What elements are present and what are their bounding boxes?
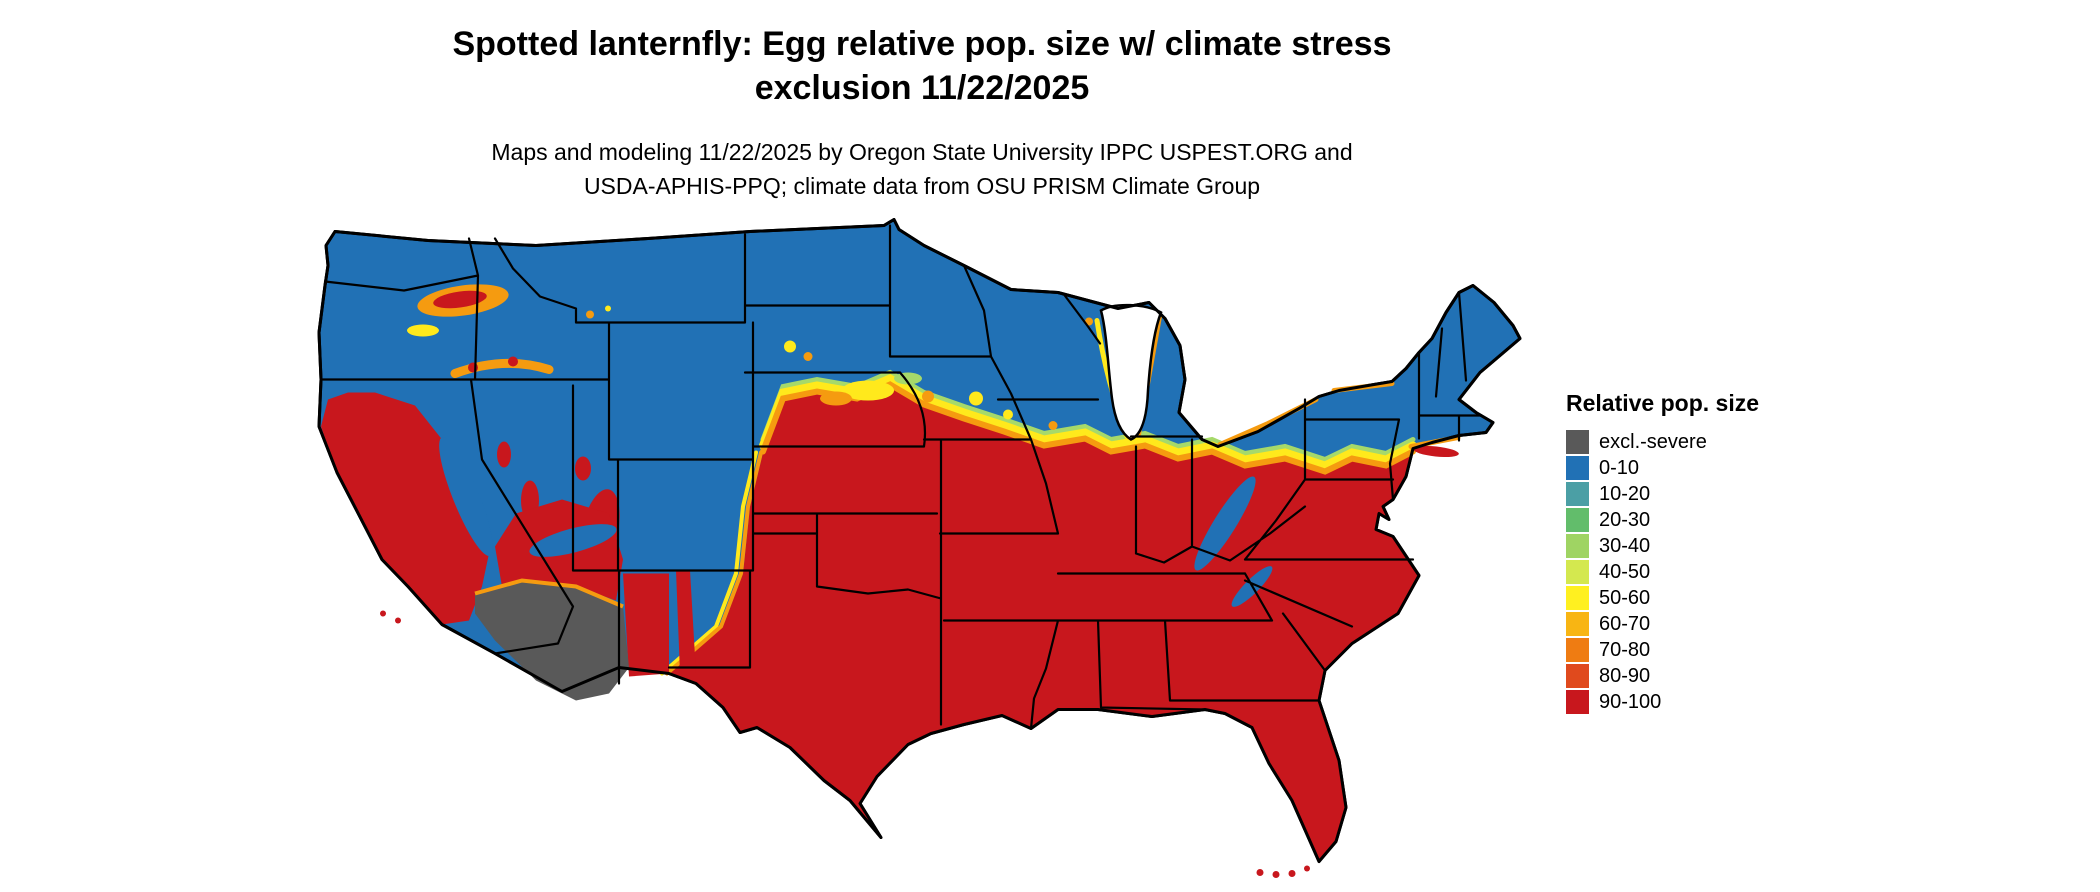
subtitle-line-2: USDA-APHIS-PPQ; climate data from OSU PR… [583,172,1261,199]
legend-item: 80-90 [1566,663,1759,689]
legend-item: 20-30 [1566,507,1759,533]
subtitle-line-1: Maps and modeling 11/22/2025 by Oregon S… [491,139,1353,166]
patch-nevada-2 [497,441,511,468]
legend-item-label: 10-20 [1599,482,1651,505]
band-spot-washington [407,324,439,337]
legend-item-label: 90-100 [1599,690,1662,713]
patch-columbia-basin-core [433,290,487,309]
legend-item: 70-80 [1566,637,1759,663]
legend-item-label: excl.-severe [1599,430,1707,453]
legend-item: 10-20 [1566,481,1759,507]
header: Spotted lanternfly: Egg relative pop. si… [150,22,1694,203]
legend-item-label: 50-60 [1599,586,1651,609]
title-line-2: exclusion 11/22/2025 [754,69,1090,108]
legend-item: 40-50 [1566,559,1759,585]
transition-band-west-yellow [660,450,758,676]
band-spot-green [894,372,922,385]
legend-item-label: 0-10 [1599,456,1640,479]
band-spots-yellow [407,305,1013,420]
legend-item: excl.-severe [1566,429,1759,455]
band-spot-montana-1 [605,305,611,312]
band-spot-minnesota [969,391,983,406]
region-excluded-severe [475,580,629,701]
legend-swatch [1566,664,1589,688]
legend-item: 90-100 [1566,689,1759,715]
legend-swatch [1566,638,1589,662]
page-subtitle: Maps and modeling 11/22/2025 by Oregon S… [150,136,1694,203]
legend-items: excl.-severe 0-10 10-20 20-30 30-40 40-50 50-6… [1566,429,1759,715]
region-high-population-se-arizona [623,573,669,677]
legend-swatch [1566,508,1589,532]
legend-item-label: 70-80 [1599,638,1651,661]
legend-swatch [1566,586,1589,610]
patch-snake-river-2 [508,356,518,367]
band-spot-montana-2 [586,310,594,319]
mountain-low-population-patches [439,436,1273,607]
band-spot-dakota-1 [784,340,796,353]
band-spot-nebraska-2 [820,391,852,406]
long-island-red [1413,445,1459,458]
legend-swatch [1566,482,1589,506]
legend-item: 0-10 [1566,455,1759,481]
legend-item: 50-60 [1566,585,1759,611]
patch-appalachians-wv [1194,476,1256,571]
us-outline [317,218,1522,863]
legend-item-label: 30-40 [1599,534,1651,557]
legend-swatch [1566,612,1589,636]
legend-swatch [1566,560,1589,584]
legend-swatch [1566,690,1589,714]
legend-swatch [1566,430,1589,454]
legend-item-label: 20-30 [1599,508,1651,531]
region-high-population-rio-grande [676,570,696,674]
legend-item-label: 80-90 [1599,664,1651,687]
state-borders [319,224,1482,730]
florida-keys-2 [1272,871,1280,878]
band-spot-dakota-2 [803,352,813,361]
band-spot-wisconsin [1003,409,1013,420]
legend-item: 30-40 [1566,533,1759,559]
florida-keys-1 [1256,869,1264,876]
snake-river-plain-band [450,358,554,378]
florida-keys-3 [1288,870,1296,877]
channel-island-1 [380,610,386,617]
patch-utah-valley [575,456,591,481]
legend-swatch [1566,456,1589,480]
legend-swatch [1566,534,1589,558]
band-spot-wisconsin-2 [1048,421,1058,430]
band-spot-nebraska [842,380,894,401]
page-title: Spotted lanternfly: Egg relative pop. si… [150,22,1694,110]
us-risk-map-svg [317,218,1522,878]
legend-item-label: 40-50 [1599,560,1651,583]
patch-sierra-nevada [439,436,493,557]
region-high-population-california [321,392,489,625]
title-line-1: Spotted lanternfly: Egg relative pop. si… [452,25,1392,63]
us-risk-map [308,218,1528,884]
channel-island-2 [395,617,401,624]
band-spot-iowa [922,390,934,403]
florida-keys-4 [1304,865,1310,872]
legend-item: 60-70 [1566,611,1759,637]
legend-title: Relative pop. size [1566,390,1760,416]
excluded-region-fringe [474,578,624,609]
legend: Relative pop. size excl.-severe 0-10 10-20… [1566,390,1759,715]
legend-item-label: 60-70 [1599,612,1651,635]
